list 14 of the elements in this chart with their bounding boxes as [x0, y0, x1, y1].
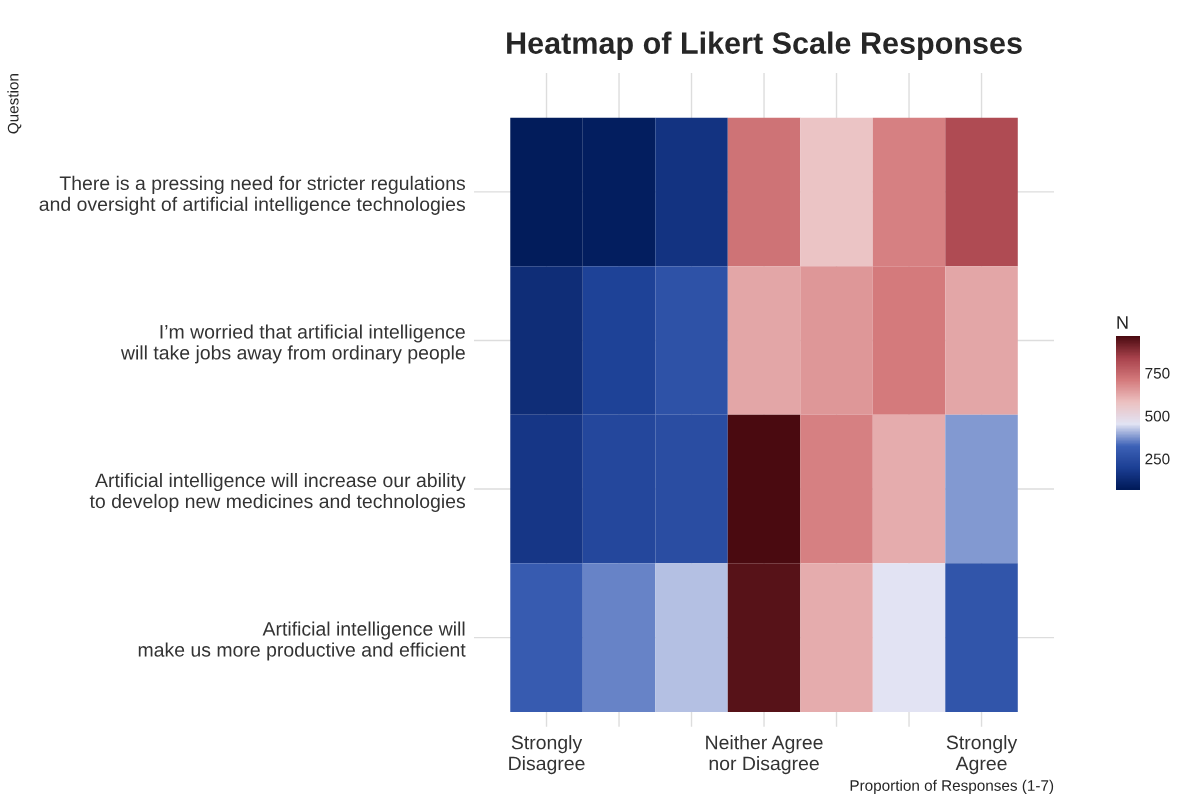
color-bar-title: N: [1117, 316, 1128, 329]
y-tick-label: Artificial intelligence will make us more productive and efficient: [138, 621, 466, 661]
x-tick-label: Strongly Disagree: [509, 735, 585, 775]
y-tick-label: There is a pressing need for stricter regulations and oversight of artificial intelligence technologies: [39, 175, 466, 215]
x-tick-label: Neither Agree nor Disagree: [706, 735, 823, 775]
x-tick-label: Strongly Agree: [946, 735, 1018, 775]
y-tick-label: Artificial intelligence will increase our ability to develop new medicines and technologies: [89, 472, 466, 513]
x-axis-title: Proportion of Responses (1-7): [850, 779, 1054, 794]
color-bar-label: 500: [1145, 410, 1170, 422]
y-axis-title: Question: [7, 74, 22, 134]
y-tick-label: I’m worried that artificial intelligence will take jobs away from ordinary people: [120, 324, 465, 364]
color-bar-label: 250: [1145, 453, 1170, 465]
color-bar-label: 750: [1145, 367, 1170, 379]
chart-title: Heatmap of Likert Scale Responses: [507, 31, 1022, 60]
